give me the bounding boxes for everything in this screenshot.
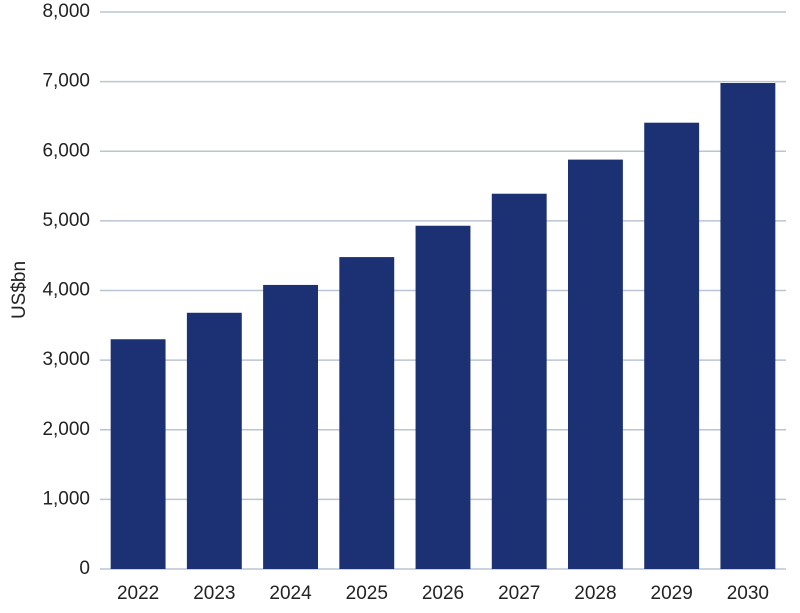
y-tick-label: 5,000 bbox=[42, 210, 90, 231]
y-tick-label: 7,000 bbox=[42, 71, 90, 92]
x-tick-label: 2028 bbox=[574, 583, 616, 604]
x-tick-label: 2029 bbox=[651, 583, 693, 604]
y-tick-label: 4,000 bbox=[42, 280, 90, 301]
bar bbox=[263, 284, 318, 569]
bar bbox=[644, 122, 700, 570]
y-tick-label: 6,000 bbox=[42, 140, 90, 161]
y-tick-label: 1,000 bbox=[42, 488, 90, 509]
y-axis-label: US$bn bbox=[9, 261, 30, 319]
bar bbox=[339, 257, 395, 569]
y-tick-label: 8,000 bbox=[42, 1, 90, 22]
x-tick-label: 2022 bbox=[117, 583, 159, 604]
x-tick-label: 2023 bbox=[193, 583, 235, 604]
y-tick-label: 2,000 bbox=[42, 419, 90, 440]
x-tick-label: 2025 bbox=[346, 583, 388, 604]
y-tick-label: 3,000 bbox=[42, 349, 90, 370]
y-tick-label: 0 bbox=[79, 558, 90, 579]
bar bbox=[491, 193, 547, 569]
x-tick-label: 2026 bbox=[422, 583, 464, 604]
x-tick-label: 2027 bbox=[498, 583, 540, 604]
bar bbox=[186, 312, 242, 569]
bar bbox=[110, 339, 166, 569]
bar bbox=[720, 83, 776, 569]
bar bbox=[415, 225, 471, 569]
x-tick-label: 2024 bbox=[269, 583, 312, 604]
bar bbox=[568, 159, 623, 570]
x-tick-label: 2030 bbox=[727, 583, 769, 604]
